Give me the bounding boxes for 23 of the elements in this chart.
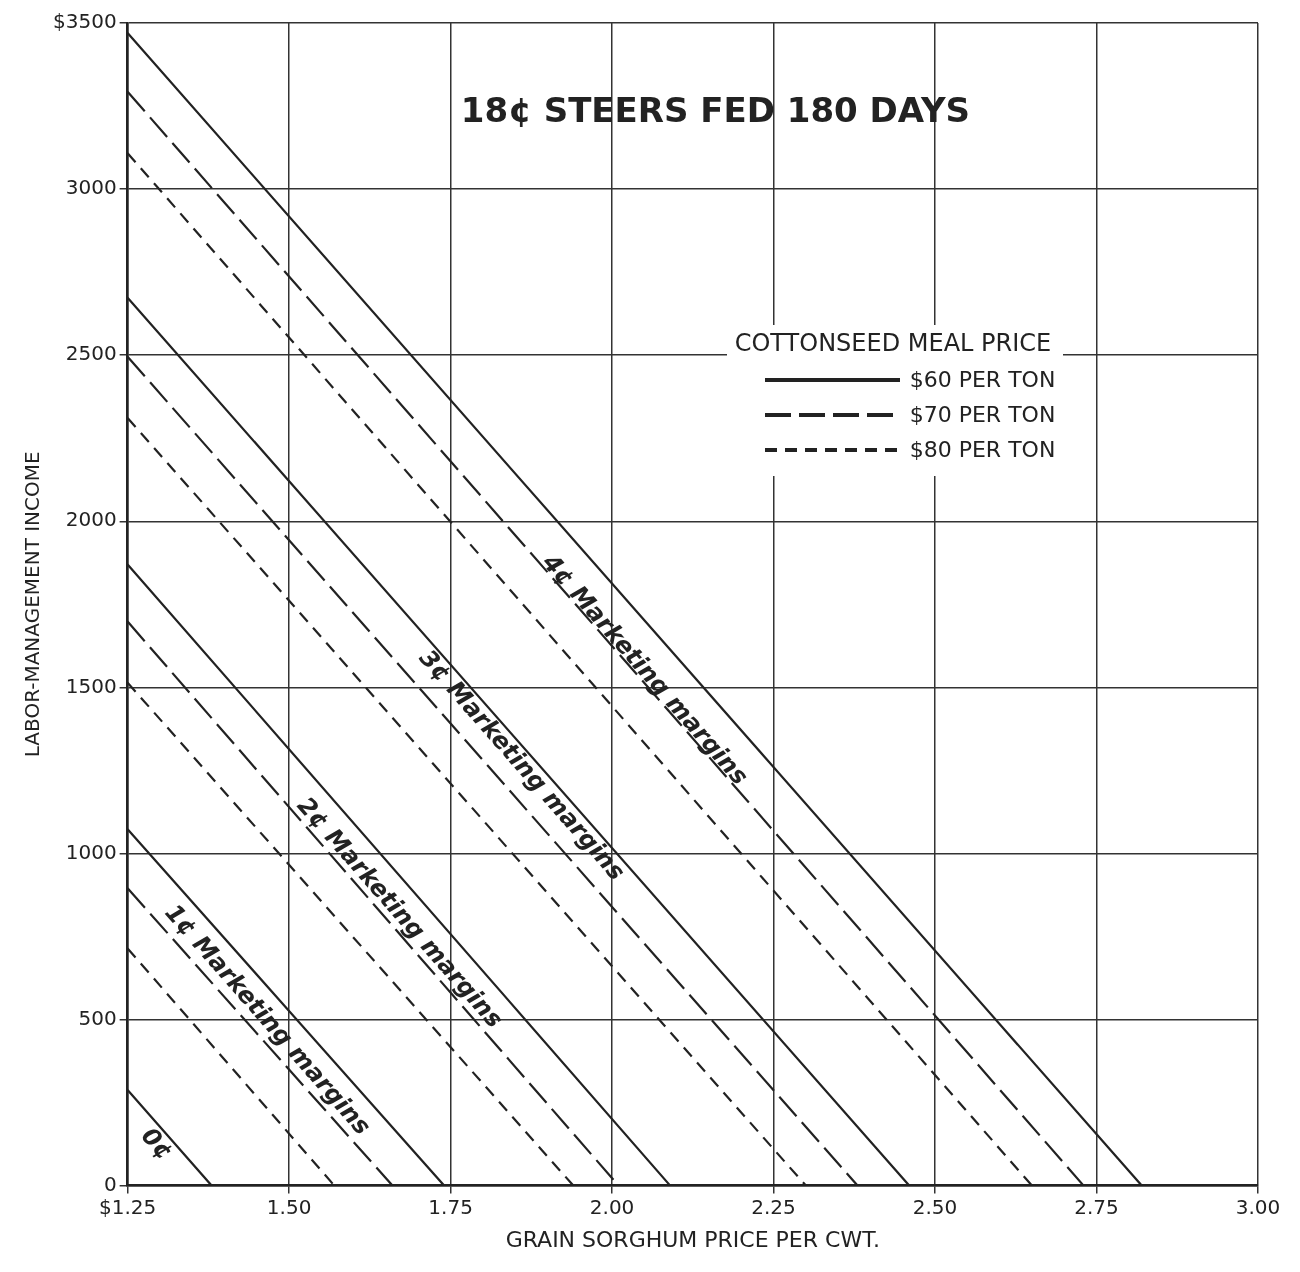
y-tick-label: 500 bbox=[78, 1005, 117, 1030]
x-tick-label: 1.75 bbox=[428, 1194, 473, 1219]
y-tick-label: 2000 bbox=[65, 507, 117, 532]
x-tick-label: $1.25 bbox=[98, 1194, 157, 1219]
x-tick-label: 2.00 bbox=[589, 1194, 635, 1219]
y-tick-label: 1500 bbox=[65, 673, 117, 698]
legend-title: COTTONSEED MEAL PRICE bbox=[734, 329, 1053, 358]
x-tick-label: 3.00 bbox=[1235, 1194, 1281, 1219]
legend-label: $60 PER TON bbox=[909, 367, 1056, 393]
y-tick-label: 2500 bbox=[65, 341, 117, 366]
x-tick-label: 1.50 bbox=[266, 1194, 312, 1219]
y-axis-title: LABOR-MANAGEMENT INCOME bbox=[20, 451, 45, 758]
y-tick-label: 3000 bbox=[65, 175, 117, 200]
y-tick-label: 0 bbox=[103, 1171, 117, 1196]
y-tick-label: $3500 bbox=[53, 9, 117, 34]
annotation: 0¢ bbox=[135, 1121, 179, 1166]
legend-label: $80 PER TON bbox=[909, 437, 1056, 463]
x-tick-label: 2.25 bbox=[751, 1194, 796, 1219]
y-tick-label: 1000 bbox=[65, 839, 117, 864]
x-tick-label: 2.75 bbox=[1074, 1194, 1119, 1219]
legend-label: $70 PER TON bbox=[909, 402, 1056, 428]
x-tick-label: 2.50 bbox=[912, 1194, 958, 1219]
x-axis-title: GRAIN SORGHUM PRICE PER CWT. bbox=[505, 1226, 880, 1252]
